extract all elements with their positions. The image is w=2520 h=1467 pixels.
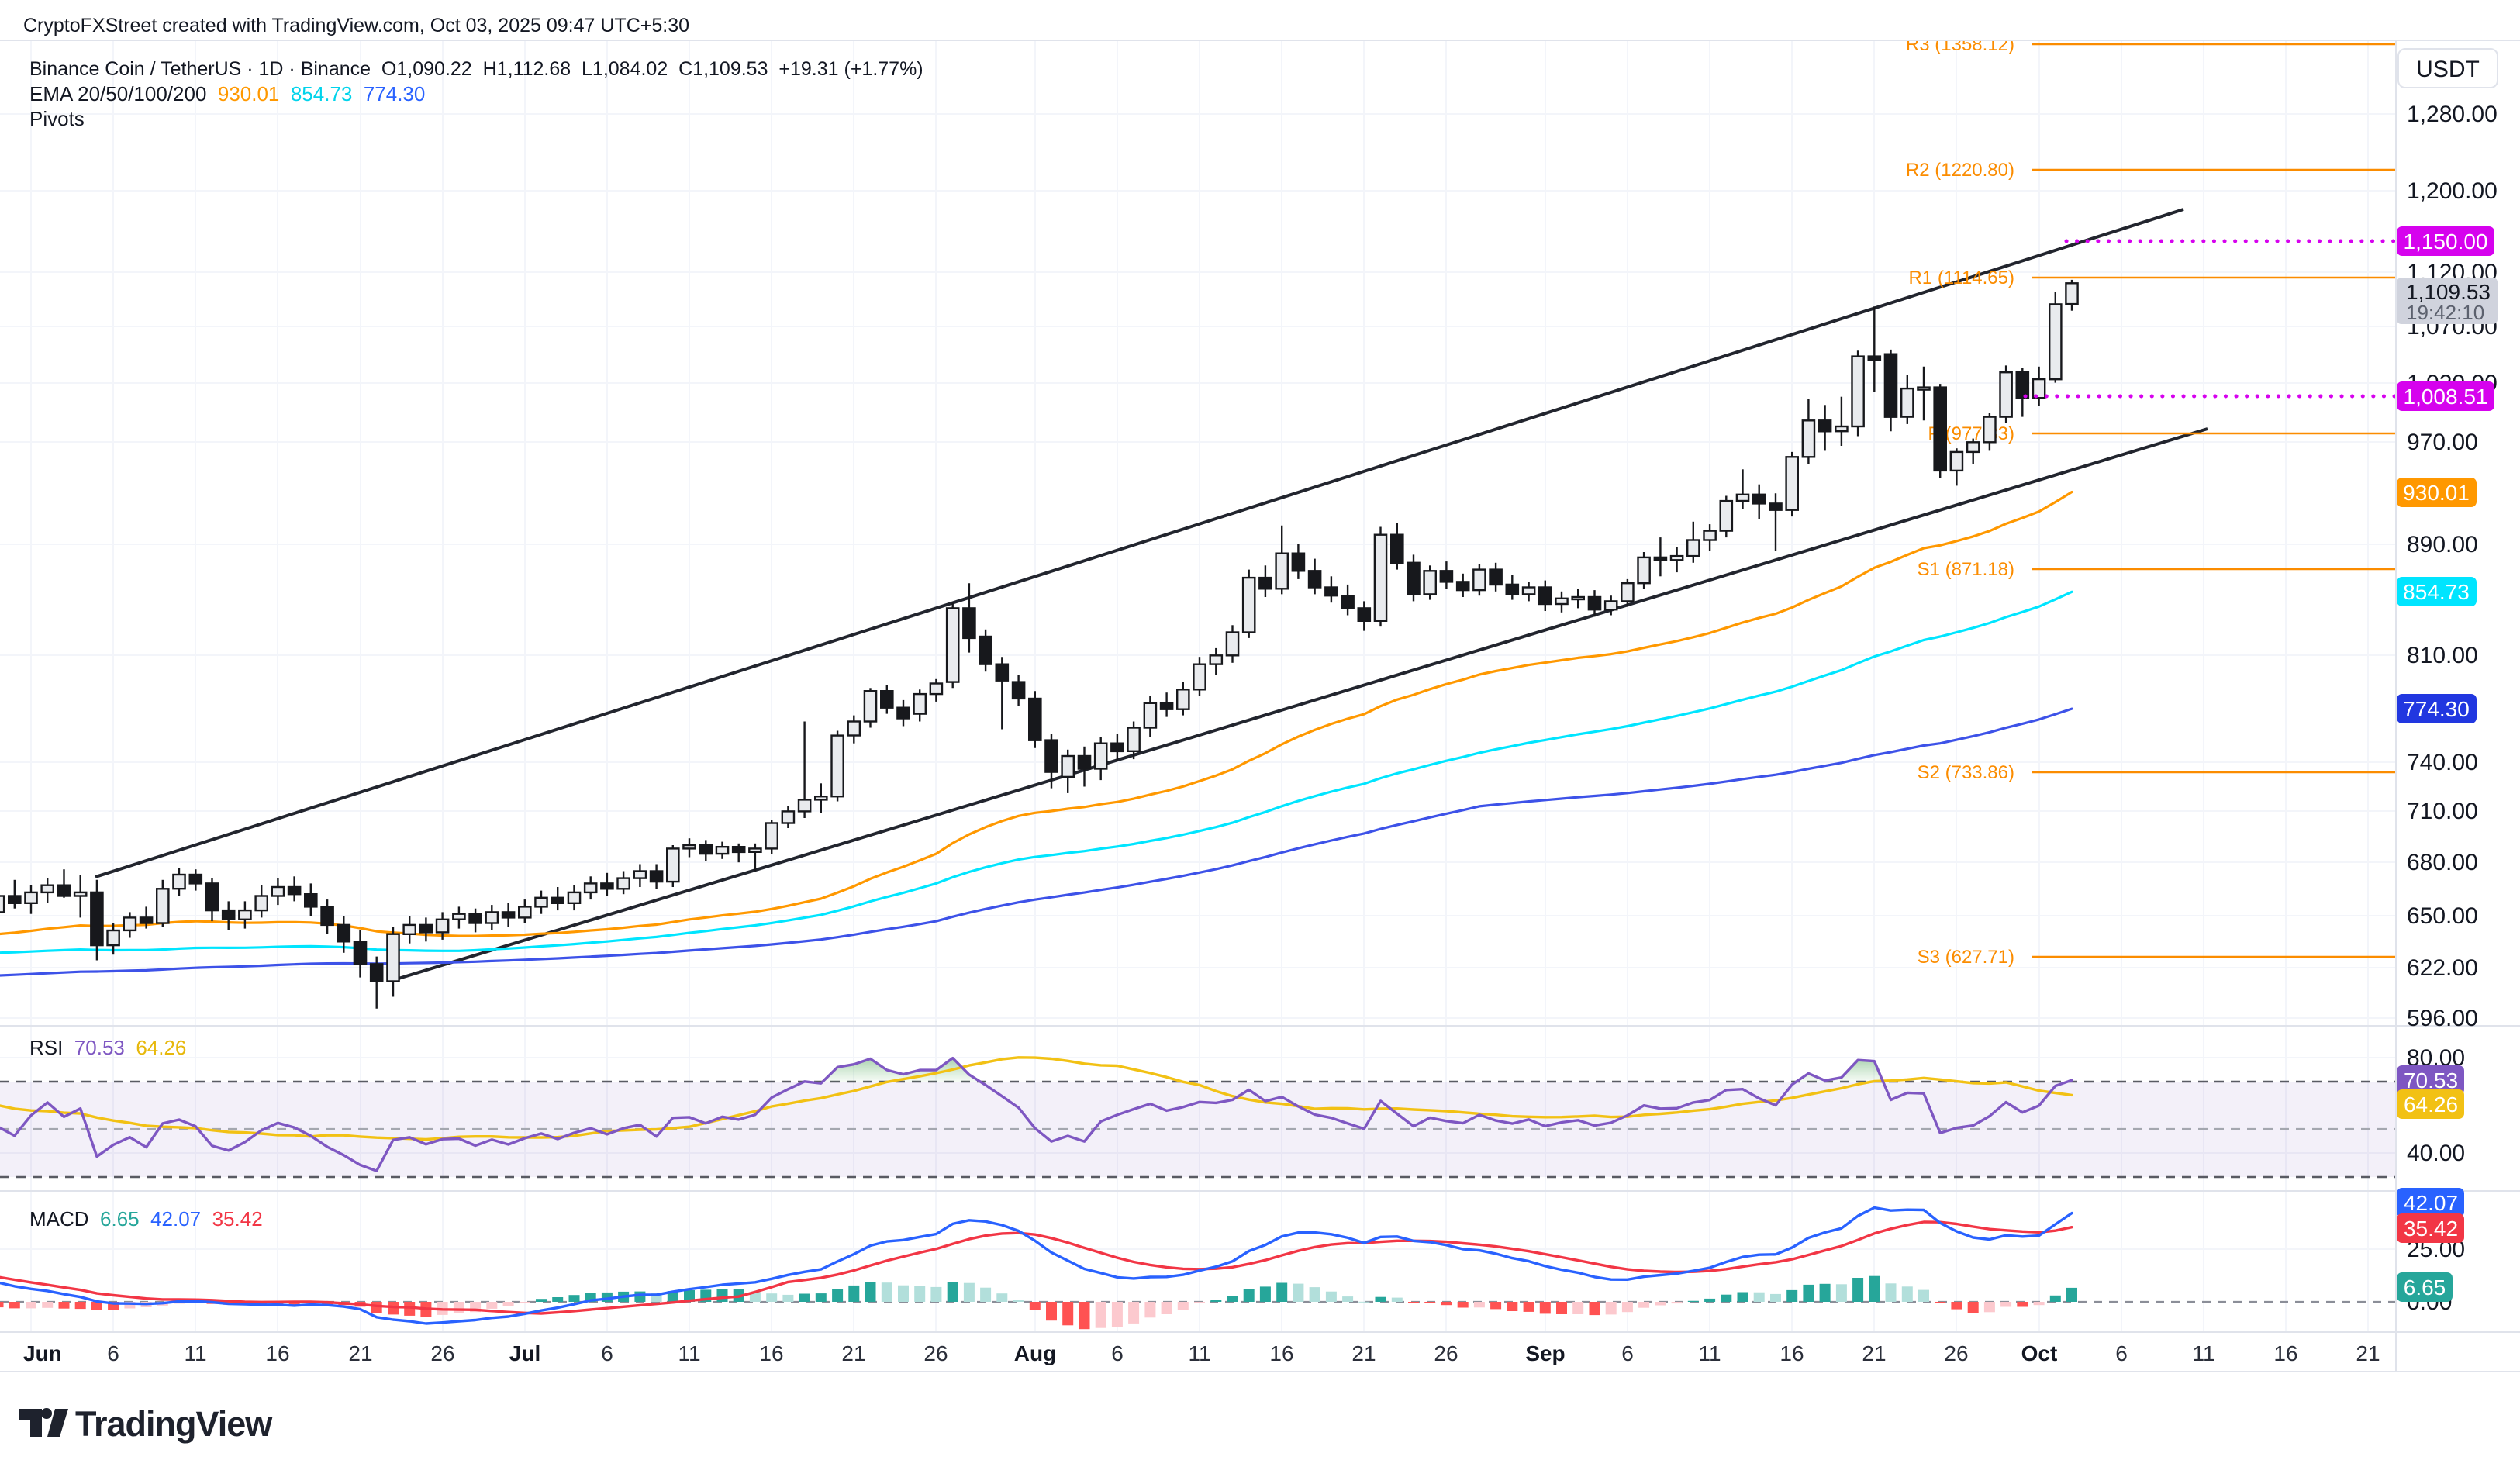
svg-text:1,200.00: 1,200.00 [2407,178,2498,204]
svg-text:6: 6 [107,1341,119,1365]
svg-text:40.00: 40.00 [2407,1141,2465,1166]
svg-text:S1 (871.18): S1 (871.18) [1918,559,2014,580]
svg-text:CryptoFXStreet created with Tr: CryptoFXStreet created with TradingView.… [23,15,689,36]
svg-text:Sep: Sep [1525,1341,1565,1365]
svg-text:596.00: 596.00 [2407,1006,2478,1031]
svg-text:650.00: 650.00 [2407,903,2478,929]
svg-text:16: 16 [265,1341,289,1365]
svg-text:16: 16 [1780,1341,1804,1365]
svg-text:RSI 70.53 64.26: RSI 70.53 64.26 [29,1036,186,1059]
svg-text:11: 11 [678,1341,700,1365]
svg-text:854.73: 854.73 [2403,580,2470,604]
svg-text:MACD 6.65 42.07 35.42: MACD 6.65 42.07 35.42 [29,1207,263,1231]
svg-text:680.00: 680.00 [2407,850,2478,875]
svg-text:930.01: 930.01 [2403,481,2470,505]
svg-text:42.07: 42.07 [2404,1191,2458,1215]
svg-text:19:42:10: 19:42:10 [2406,301,2484,324]
svg-text:810.00: 810.00 [2407,643,2478,668]
svg-text:35.42: 35.42 [2404,1217,2458,1241]
svg-text:11: 11 [1698,1341,1721,1365]
svg-text:622.00: 622.00 [2407,955,2478,981]
svg-text:R2 (1220.80): R2 (1220.80) [1906,160,2014,181]
svg-text:70.53: 70.53 [2404,1068,2458,1092]
svg-text:Binance Coin / TetherUS · 1D ·: Binance Coin / TetherUS · 1D · Binance O… [29,58,923,80]
svg-text:16: 16 [1269,1341,1293,1365]
svg-text:21: 21 [1862,1341,1886,1365]
svg-text:890.00: 890.00 [2407,532,2478,557]
svg-text:774.30: 774.30 [2403,697,2470,721]
svg-text:26: 26 [430,1341,454,1365]
svg-text:11: 11 [2192,1341,2214,1365]
svg-text:S2 (733.86): S2 (733.86) [1918,762,2014,783]
svg-text:S3 (627.71): S3 (627.71) [1918,947,2014,968]
svg-text:26: 26 [1944,1341,1968,1365]
svg-text:21: 21 [348,1341,372,1365]
svg-text:Jul: Jul [509,1341,540,1365]
svg-text:16: 16 [759,1341,783,1365]
svg-text:Pivots: Pivots [29,107,85,130]
svg-text:64.26: 64.26 [2404,1092,2458,1117]
svg-text:1,150.00: 1,150.00 [2404,230,2488,254]
svg-text:TradingView: TradingView [75,1404,273,1444]
svg-text:6: 6 [601,1341,613,1365]
svg-text:21: 21 [841,1341,865,1365]
svg-text:1,008.51: 1,008.51 [2404,385,2488,409]
svg-text:R3 (1358.12): R3 (1358.12) [1906,34,2014,55]
svg-text:21: 21 [2356,1341,2380,1365]
svg-text:11: 11 [1188,1341,1210,1365]
svg-text:970.00: 970.00 [2407,430,2478,455]
svg-text:6: 6 [1111,1341,1124,1365]
svg-text:21: 21 [1351,1341,1376,1365]
svg-text:11: 11 [184,1341,206,1365]
svg-text:6: 6 [1621,1341,1634,1365]
svg-text:EMA 20/50/100/200 930.01 854: EMA 20/50/100/200 930.01 854.73 774.30 [29,82,425,105]
svg-text:16: 16 [2273,1341,2297,1365]
svg-text:Jun: Jun [23,1341,62,1365]
svg-text:R1 (1114.65): R1 (1114.65) [1908,268,2014,288]
svg-text:740.00: 740.00 [2407,750,2478,775]
svg-text:Oct: Oct [2021,1341,2058,1365]
svg-text:Aug: Aug [1014,1341,1056,1365]
svg-text:USDT: USDT [2416,57,2480,82]
svg-text:710.00: 710.00 [2407,799,2478,824]
svg-text:26: 26 [1434,1341,1458,1365]
svg-text:6: 6 [2115,1341,2128,1365]
svg-text:1,280.00: 1,280.00 [2407,102,2498,127]
svg-text:26: 26 [923,1341,948,1365]
svg-text:6.65: 6.65 [2404,1275,2446,1300]
svg-text:1,109.53: 1,109.53 [2406,280,2491,304]
